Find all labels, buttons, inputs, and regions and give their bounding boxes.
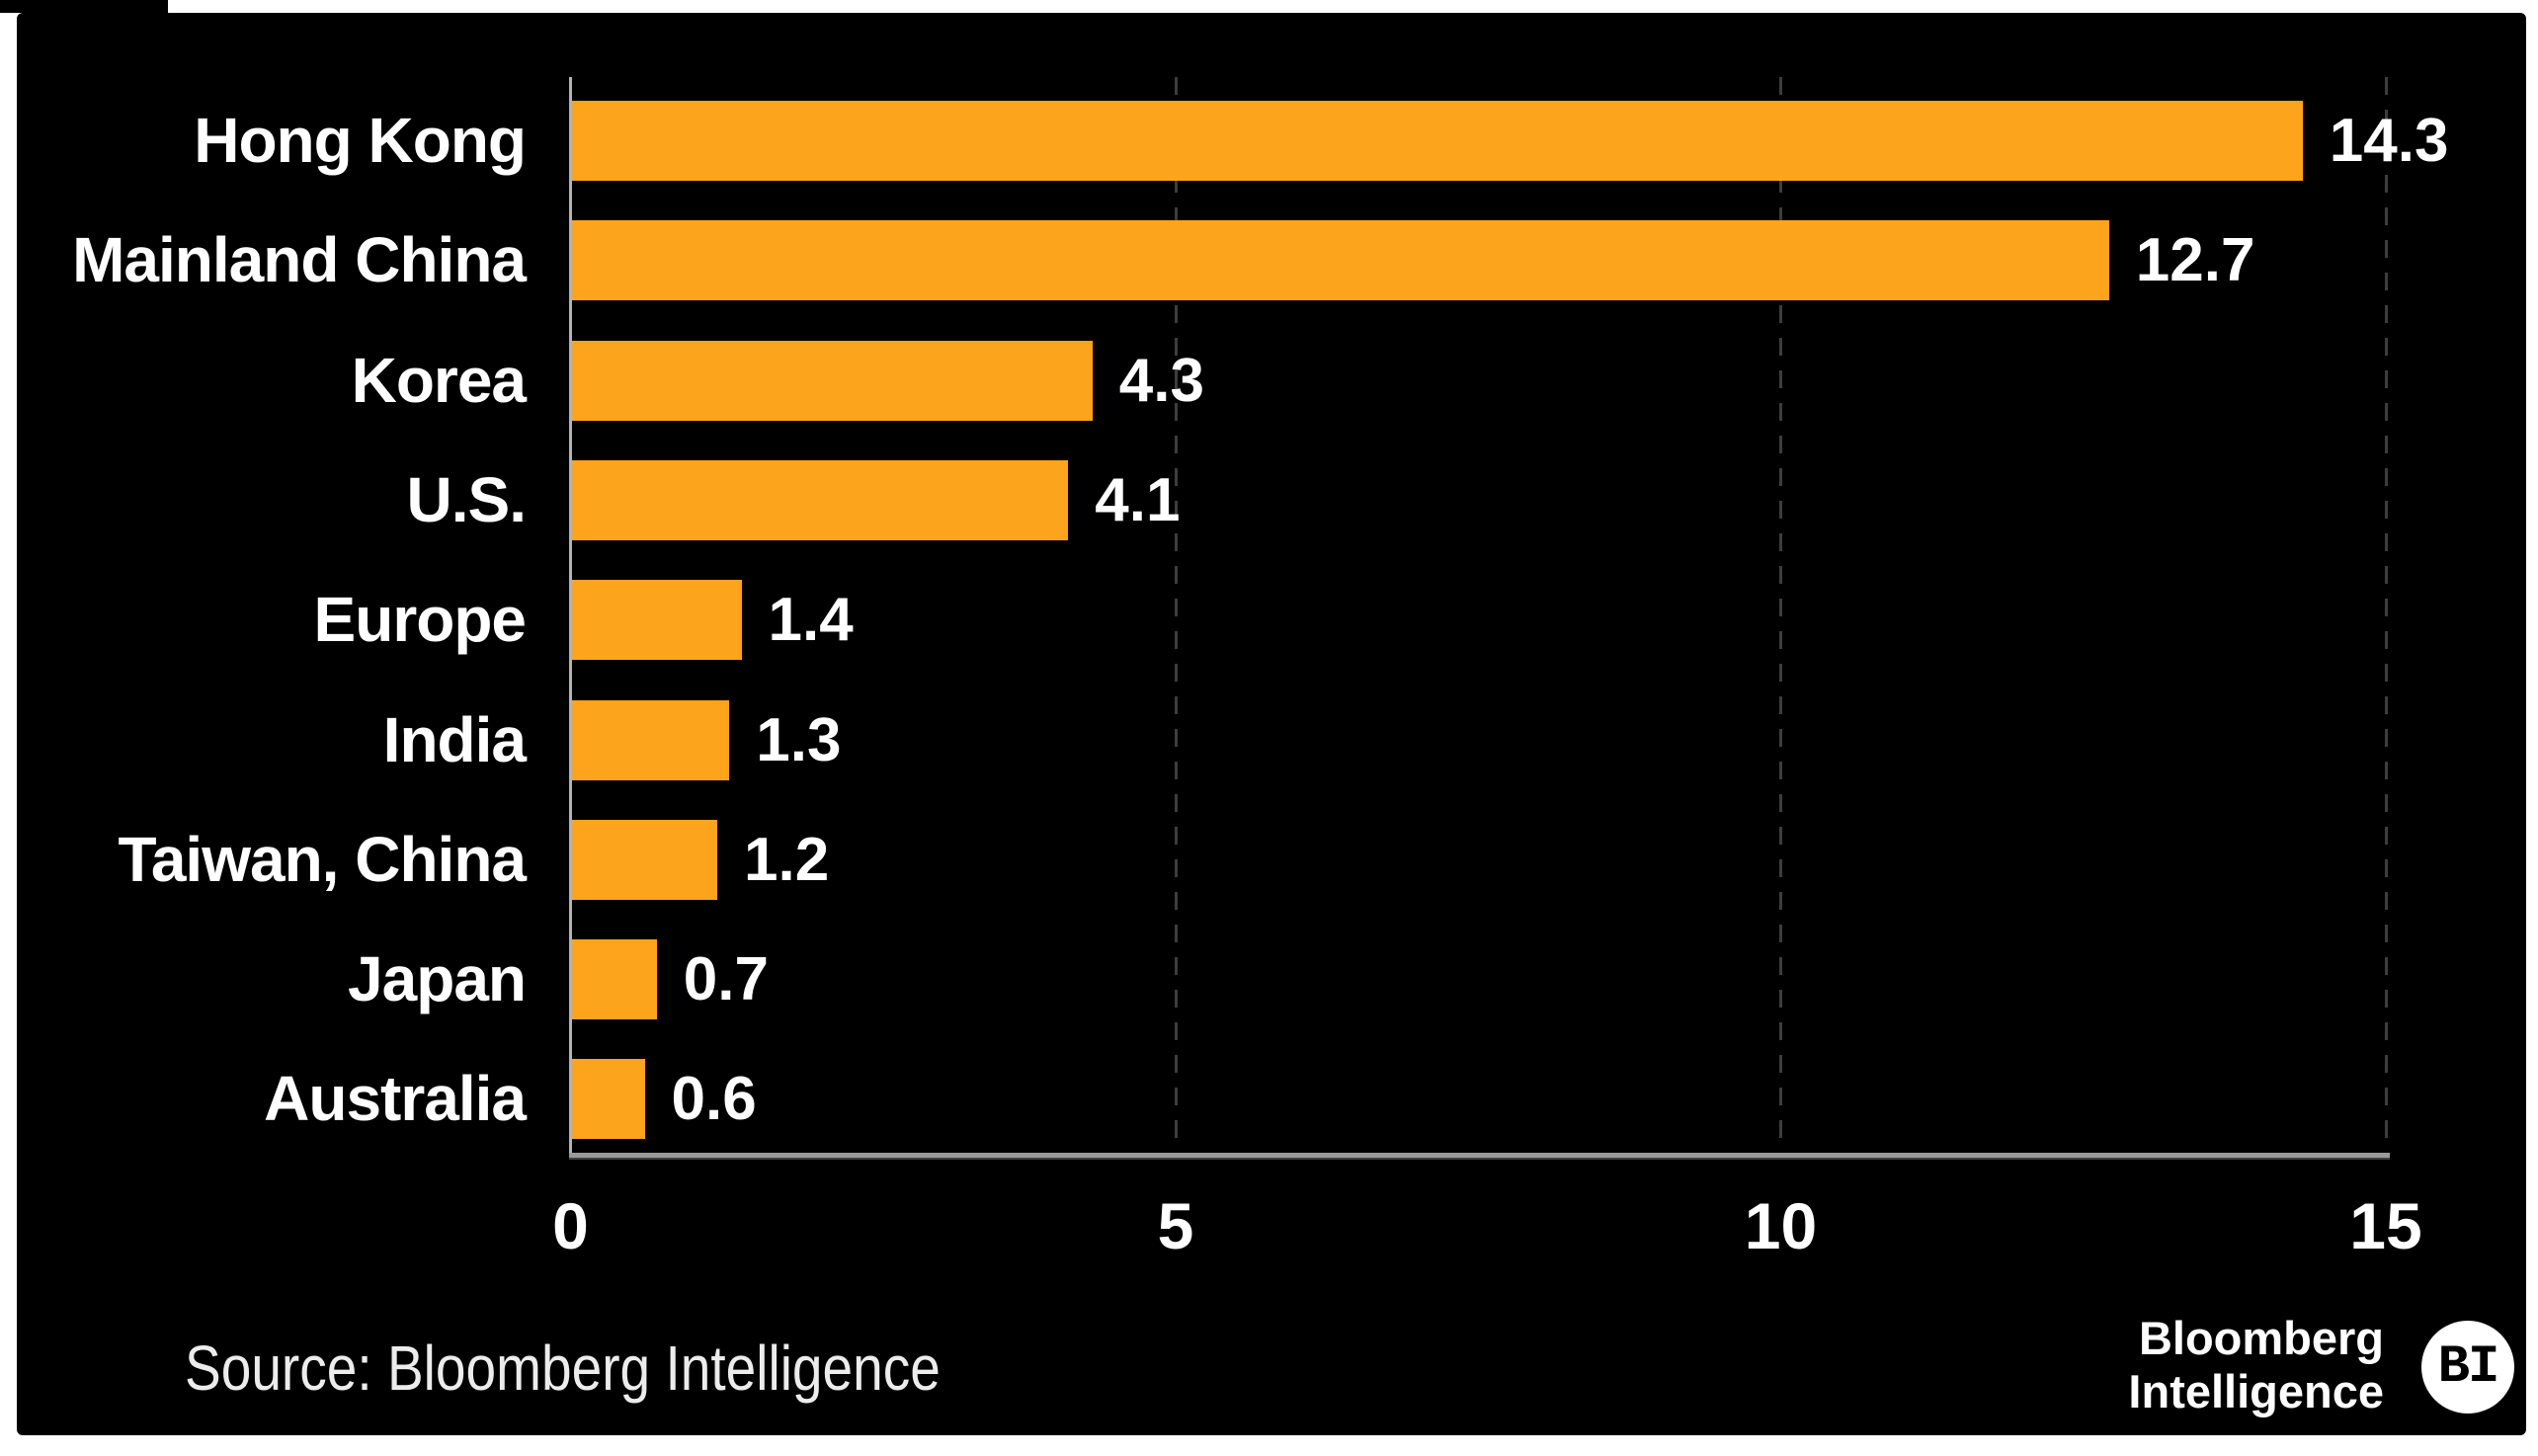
bar <box>572 101 2303 181</box>
value-label: 12.7 <box>2135 226 2255 295</box>
value-label: 1.4 <box>768 586 854 655</box>
category-label: Japan <box>348 943 527 1015</box>
bar <box>572 1059 645 1140</box>
x-tick-label-15: 15 <box>2349 1189 2422 1262</box>
value-label: 0.7 <box>683 945 769 1014</box>
source-attribution: Source: Bloomberg Intelligence <box>185 1333 941 1404</box>
value-label: 4.1 <box>1095 465 1181 534</box>
bi-logo-icon: BI <box>2421 1321 2514 1414</box>
category-label: U.S. <box>406 463 527 535</box>
x-tick-label-10: 10 <box>1744 1189 1818 1262</box>
bloomberg-intelligence-logotype: Bloomberg Intelligence <box>2128 1312 2384 1418</box>
x-tick-label-0: 0 <box>552 1189 589 1262</box>
bar <box>572 939 657 1020</box>
y-axis-line <box>569 77 572 1157</box>
x-tick-label-5: 5 <box>1157 1189 1194 1262</box>
bar <box>572 340 1093 421</box>
bar <box>572 819 717 900</box>
value-label: 0.6 <box>671 1065 757 1134</box>
category-label: Europe <box>313 584 527 656</box>
category-label: Korea <box>351 344 527 416</box>
category-label: India <box>382 703 527 775</box>
logo-line-2: Intelligence <box>2128 1365 2384 1417</box>
bar <box>572 699 730 780</box>
category-label: Mainland China <box>72 224 527 296</box>
category-label: Taiwan, China <box>118 823 527 895</box>
gridline-5 <box>1174 77 1178 1153</box>
bar <box>572 459 1069 540</box>
category-label: Australia <box>264 1063 527 1135</box>
value-label: 14.3 <box>2329 107 2449 175</box>
top-left-edge-artifact <box>0 0 168 13</box>
category-label: Hong Kong <box>194 105 527 176</box>
value-label: 1.2 <box>744 825 830 894</box>
gridline-15 <box>2384 77 2388 1153</box>
value-label: 4.3 <box>1118 346 1204 415</box>
x-axis-line <box>569 1153 2390 1158</box>
gridline-10 <box>1779 77 1782 1153</box>
logo-line-1: Bloomberg <box>2138 1312 2384 1364</box>
bar <box>572 580 742 661</box>
value-label: 1.3 <box>756 705 842 774</box>
bar <box>572 220 2109 301</box>
